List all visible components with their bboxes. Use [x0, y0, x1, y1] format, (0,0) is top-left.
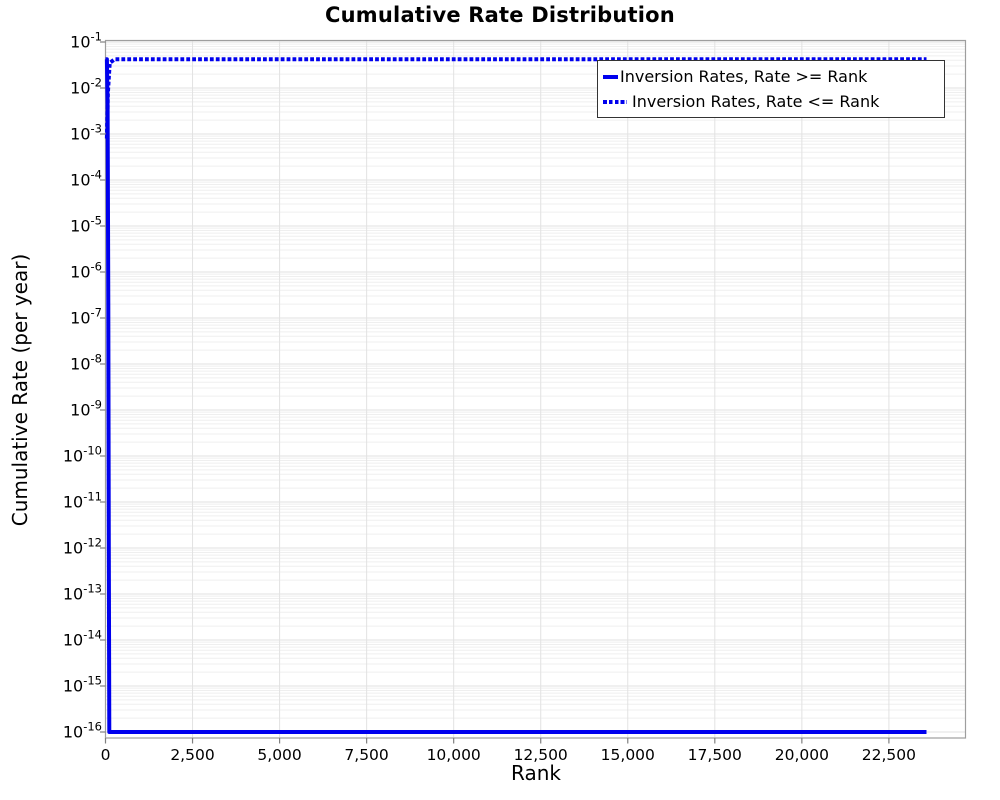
- x-tick-label: 5,000: [257, 746, 301, 764]
- legend-item-rate-le-rank: Inversion Rates, Rate <= Rank: [603, 92, 939, 111]
- y-tick-label: 10-16: [63, 720, 102, 742]
- y-tick-label: 10-5: [70, 214, 102, 236]
- tick-marks: [100, 41, 890, 744]
- series-rate-le-rank: [104, 57, 927, 139]
- legend-label-rate-le-rank: Inversion Rates, Rate <= Rank: [632, 92, 880, 111]
- series-rate-ge-rank: [104, 57, 927, 734]
- x-tick-label: 15,000: [601, 746, 655, 764]
- x-axis-label: Rank: [511, 761, 561, 785]
- legend-item-rate-ge-rank: Inversion Rates, Rate >= Rank: [603, 67, 939, 86]
- y-tick-labels: 10-1 10-2 10-3 10-4 10-5 10-6 10-7 10-8 10-9 10-1…: [63, 30, 102, 742]
- legend-label-rate-ge-rank: Inversion Rates, Rate >= Rank: [620, 67, 868, 86]
- grid-minor: [105, 43, 966, 719]
- y-tick-label: 10-3: [70, 122, 102, 144]
- grid-major: [105, 40, 966, 738]
- y-tick-label: 10-6: [70, 260, 102, 282]
- y-tick-label: 10-2: [70, 76, 102, 98]
- y-tick-label: 10-7: [70, 306, 102, 328]
- y-tick-label: 10-13: [63, 582, 102, 604]
- y-tick-label: 10-12: [63, 536, 102, 558]
- legend: Inversion Rates, Rate >= Rank Inversion …: [597, 60, 945, 118]
- y-tick-label: 10-8: [70, 352, 102, 374]
- x-tick-label: 2,500: [170, 746, 214, 764]
- y-tick-label: 10-10: [63, 444, 102, 466]
- x-tick-label: 10,000: [427, 746, 481, 764]
- legend-solid-line-icon: [603, 74, 618, 79]
- y-tick-label: 10-11: [63, 490, 102, 512]
- y-tick-label: 10-9: [70, 398, 102, 420]
- y-tick-label: 10-1: [70, 30, 102, 52]
- chart-title: Cumulative Rate Distribution: [325, 3, 675, 27]
- x-tick-labels: 0 2,500 5,000 7,500 10,000 12,500 15,000 17,500…: [101, 746, 916, 764]
- x-tick-label: 7,500: [344, 746, 388, 764]
- plot-frame: [104, 39, 967, 739]
- x-tick-label: 12,500: [514, 746, 568, 764]
- y-tick-label: 10-14: [63, 628, 102, 650]
- y-tick-label: 10-15: [63, 674, 102, 696]
- legend-dotted-line-icon: [603, 99, 627, 104]
- y-tick-label: 10-4: [70, 168, 102, 190]
- x-tick-label: 17,500: [688, 746, 742, 764]
- x-tick-label: 22,500: [862, 746, 916, 764]
- x-tick-label: 0: [101, 746, 111, 764]
- x-tick-label: 20,000: [775, 746, 829, 764]
